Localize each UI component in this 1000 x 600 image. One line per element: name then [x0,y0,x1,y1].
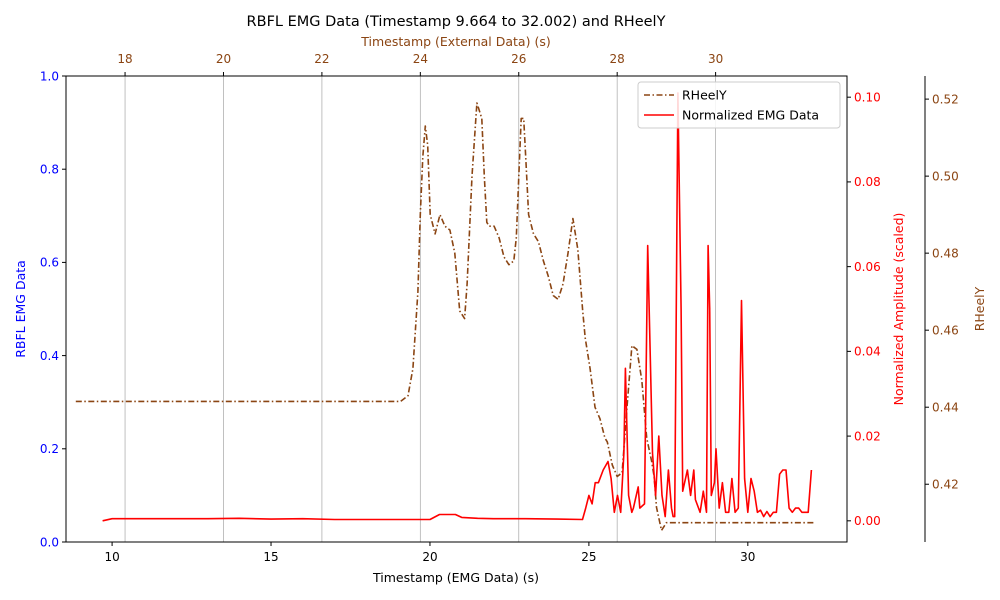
y-left-tick-label-0.8: 0.8 [40,163,59,177]
y-left-tick-label-0: 0.0 [40,535,59,549]
y-left-tick-label-1: 1.0 [40,69,59,83]
legend: RHeelY Normalized EMG Data [637,81,841,129]
x-bottom-tick-label-20: 20 [422,550,437,564]
x-bottom-tick-label-25: 25 [581,550,596,564]
x-top-tick-label-22: 22 [314,52,329,66]
legend-label-rheely: RHeelY [682,88,727,103]
legend-label-emg: Normalized EMG Data [682,108,819,123]
y-right-tick-label-0: 0.00 [854,514,881,528]
y-far-right-tick-label-0.52: 0.52 [932,92,959,106]
plot-frame [65,75,848,543]
x-axis-top-label: Timestamp (External Data) (s) [360,34,550,49]
x-top-tick-label-28: 28 [610,52,625,66]
y-far-right-tick-label-0.48: 0.48 [932,246,959,260]
y-far-right-tick-label-0.46: 0.46 [932,323,959,337]
x-axis-bottom-label: Timestamp (EMG Data) (s) [372,570,539,585]
y-right-tick-label-0.04: 0.04 [854,345,881,359]
y-left-tick-label-0.2: 0.2 [40,442,59,456]
y-axis-far-right-label: RHeelY [972,286,987,331]
series-line-normalized-emg-data [102,92,813,522]
y-far-right-tick-label-0.5: 0.50 [932,169,959,183]
chart-title: RBFL EMG Data (Timestamp 9.664 to 32.002… [247,14,666,30]
x-top-tick-label-30: 30 [708,52,723,66]
grid-lines [124,76,717,542]
x-bottom-tick-label-10: 10 [104,550,119,564]
x-top-tick-label-18: 18 [117,52,132,66]
y-right-tick-label-0.06: 0.06 [854,260,881,274]
x-top-tick-label-26: 26 [511,52,526,66]
x-top-tick-label-20: 20 [216,52,231,66]
y-right-tick-label-0.02: 0.02 [854,429,881,443]
y-far-right-tick-label-0.42: 0.42 [932,478,959,492]
axes-layer: 18 20 22 24 26 28 30 10 15 20 25 30 0.0 0.2 0.4 0.6 0.8 1… [40,52,959,564]
x-top-tick-label-24: 24 [413,52,428,66]
series-layer [75,92,814,532]
series-line-rheely [75,102,814,532]
legend-box [637,81,841,129]
y-axis-left-label: RBFL EMG Data [13,260,28,358]
y-axis-right-label: Normalized Amplitude (scaled) [891,213,906,406]
y-far-right-tick-label-0.44: 0.44 [932,401,959,415]
y-left-tick-label-0.4: 0.4 [40,349,59,363]
y-right-tick-label-0.08: 0.08 [854,175,881,189]
y-left-tick-label-0.6: 0.6 [40,256,59,270]
y-right-tick-label-0.1: 0.10 [854,90,881,104]
x-bottom-tick-label-15: 15 [263,550,278,564]
x-bottom-tick-label-30: 30 [740,550,755,564]
